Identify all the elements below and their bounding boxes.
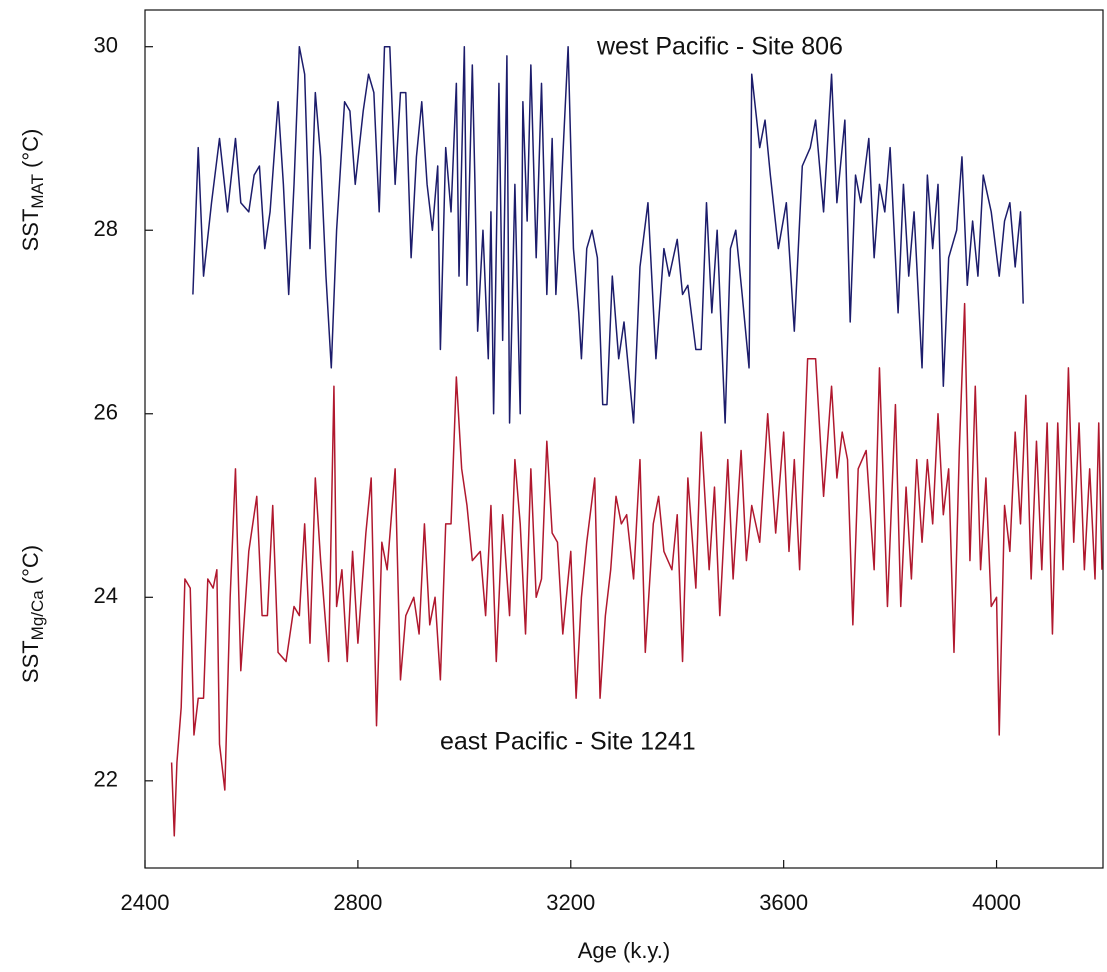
y-tick-label: 28: [94, 216, 118, 241]
x-tick-label: 2800: [333, 890, 382, 915]
y-label-unit: (°C): [18, 545, 43, 584]
y-label-unit: (°C): [18, 129, 43, 168]
x-tick-label: 3600: [759, 890, 808, 915]
y-axis-label-top: SSTMAT (°C): [18, 129, 48, 252]
x-tick-label: 4000: [972, 890, 1021, 915]
x-tick-label: 2400: [121, 890, 170, 915]
series-line: [192, 45, 1024, 424]
x-tick-label: 3200: [546, 890, 595, 915]
annotation-west: west Pacific - Site 806: [596, 33, 843, 61]
y-tick-label: 22: [94, 767, 118, 792]
y-tick-label: 24: [94, 583, 118, 608]
y-label-sub: Mg/Ca: [28, 590, 47, 641]
series-line: [170, 302, 1103, 837]
y-tick-label: 30: [94, 33, 118, 58]
x-axis-label: Age (k.y.): [578, 938, 671, 963]
y-axis-label-bottom: SSTMg/Ca (°C): [18, 545, 48, 683]
y-label-main: SST: [18, 640, 43, 683]
plot-frame: [144, 9, 1104, 869]
y-label-sub: MAT: [28, 174, 47, 209]
y-label-main: SST: [18, 209, 43, 252]
y-tick-label: 26: [94, 400, 118, 425]
annotation-east: east Pacific - Site 1241: [440, 728, 696, 756]
